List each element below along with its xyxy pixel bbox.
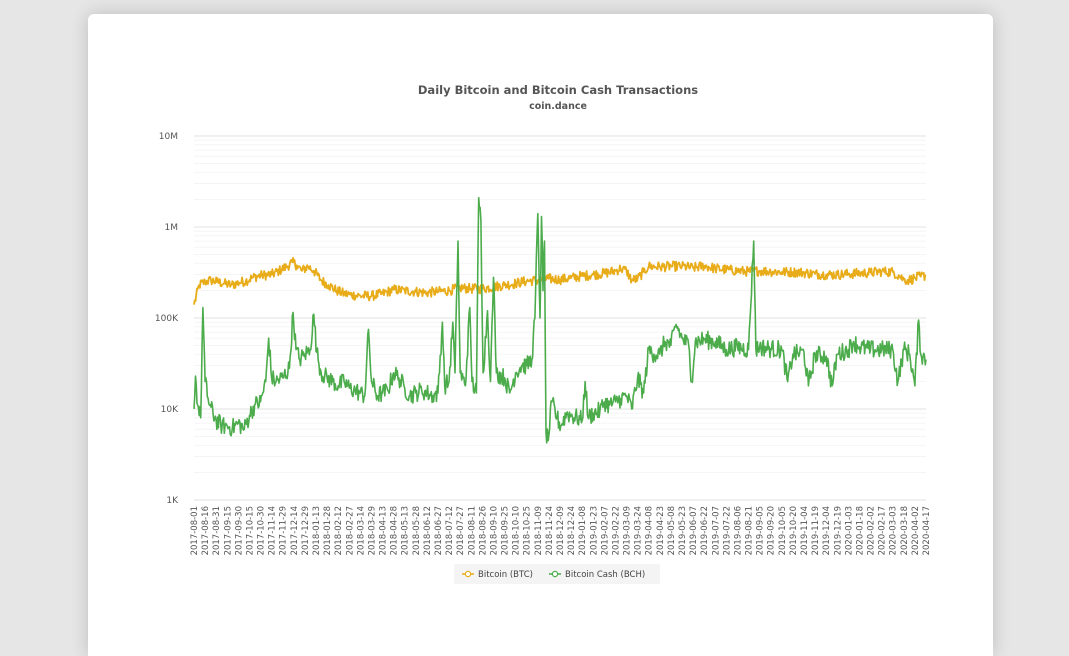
legend-item-bch[interactable]: Bitcoin Cash (BCH) (549, 570, 645, 580)
x-tick-label: 2020-03-03 (889, 506, 899, 555)
x-tick-label: 2019-11-19 (811, 506, 821, 555)
x-tick-label: 2019-04-08 (645, 506, 655, 555)
x-tick-label: 2018-06-27 (434, 506, 444, 555)
x-tick-label: 2019-03-24 (634, 506, 644, 555)
x-tick-label: 2017-12-29 (301, 506, 311, 555)
x-tick-label: 2018-12-09 (556, 506, 566, 555)
x-tick-label: 2019-06-07 (689, 506, 699, 555)
x-tick-label: 2020-02-02 (867, 506, 877, 555)
y-tick-label: 10K (161, 405, 179, 415)
x-tick-label: 2019-09-05 (756, 506, 766, 555)
x-axis: 2017-08-01 2017-08-16 2017-08-31 2017-09-15… (190, 506, 932, 555)
x-tick-label: 2017-09-30 (234, 506, 244, 555)
x-tick-label: 2017-08-31 (212, 506, 222, 555)
legend-bch-marker (551, 570, 559, 578)
series-lines (193, 196, 927, 444)
x-tick-label: 2019-04-23 (656, 506, 666, 555)
x-tick-label: 2018-01-28 (323, 506, 333, 555)
x-tick-label: 2018-08-11 (467, 506, 477, 555)
x-tick-label: 2018-04-28 (390, 506, 400, 555)
x-tick-label: 2019-10-05 (778, 506, 788, 555)
x-tick-label: 2017-08-01 (190, 506, 200, 555)
x-tick-label: 2019-06-22 (700, 506, 710, 555)
x-tick-label: 2018-06-12 (423, 506, 433, 555)
x-tick-label: 2020-01-03 (844, 506, 854, 555)
x-tick-label: 2018-11-24 (545, 506, 555, 555)
legend-item-btc[interactable]: Bitcoin (BTC) (462, 570, 533, 580)
chart-title: Daily Bitcoin and Bitcoin Cash Transacti… (418, 83, 698, 97)
x-tick-label: 2018-09-10 (489, 506, 499, 555)
x-tick-label: 2019-11-04 (800, 506, 810, 555)
x-tick-label: 2019-01-23 (589, 506, 599, 555)
x-tick-label: 2020-01-18 (855, 506, 865, 555)
x-tick-label: 2019-02-22 (611, 506, 621, 555)
x-tick-label: 2018-03-29 (367, 506, 377, 555)
y-tick-label: 1K (166, 496, 179, 506)
x-tick-label: 2019-05-08 (667, 506, 677, 555)
legend: Bitcoin (BTC) Bitcoin Cash (BCH) (454, 564, 660, 584)
y-axis: 1K 10K 100K 1M 10M (155, 132, 179, 506)
x-tick-label: 2019-09-20 (767, 506, 777, 555)
x-tick-label: 2018-01-13 (312, 506, 322, 555)
x-tick-label: 2017-11-29 (279, 506, 289, 555)
x-tick-label: 2017-09-15 (223, 506, 233, 555)
x-tick-label: 2019-07-07 (711, 506, 721, 555)
x-tick-label: 2020-04-17 (922, 506, 932, 555)
bch-series-line (193, 196, 927, 444)
x-tick-label: 2018-08-26 (478, 506, 488, 555)
legend-btc-marker (464, 570, 472, 578)
transactions-chart: Daily Bitcoin and Bitcoin Cash Transacti… (155, 83, 932, 584)
x-tick-label: 2019-10-20 (789, 506, 799, 555)
x-tick-label: 2017-08-16 (201, 506, 211, 555)
x-tick-label: 2018-12-24 (567, 506, 577, 555)
x-tick-label: 2017-12-14 (290, 506, 300, 555)
x-tick-label: 2019-01-08 (578, 506, 588, 555)
x-tick-label: 2019-08-06 (733, 506, 743, 555)
x-tick-label: 2018-05-28 (412, 506, 422, 555)
x-tick-label: 2018-05-13 (401, 506, 411, 555)
x-tick-label: 2019-05-23 (678, 506, 688, 555)
x-tick-label: 2019-02-07 (600, 506, 610, 555)
y-tick-label: 1M (165, 223, 179, 233)
x-tick-label: 2019-03-09 (623, 506, 633, 555)
y-tick-label: 100K (155, 314, 179, 324)
x-tick-label: 2018-10-25 (523, 506, 533, 555)
legend-btc-label: Bitcoin (BTC) (478, 570, 533, 580)
x-tick-label: 2020-04-02 (911, 506, 921, 555)
legend-bch-label: Bitcoin Cash (BCH) (565, 570, 645, 580)
x-tick-label: 2018-03-14 (356, 506, 366, 555)
x-tick-label: 2018-02-27 (345, 506, 355, 555)
x-tick-label: 2018-07-12 (445, 506, 455, 555)
chart-subtitle: coin.dance (529, 101, 587, 112)
btc-series-line (193, 256, 927, 305)
x-tick-label: 2018-04-13 (379, 506, 389, 555)
x-tick-label: 2018-11-09 (534, 506, 544, 555)
x-tick-label: 2017-11-14 (268, 506, 278, 555)
x-tick-label: 2019-12-19 (833, 506, 843, 555)
grid (194, 135, 926, 501)
x-tick-label: 2020-03-18 (900, 506, 910, 555)
x-tick-label: 2018-07-27 (456, 506, 466, 555)
y-tick-label: 10M (159, 132, 178, 142)
x-tick-label: 2019-08-21 (745, 506, 755, 555)
x-tick-label: 2019-12-04 (822, 506, 832, 555)
x-tick-label: 2019-07-22 (722, 506, 732, 555)
x-tick-label: 2017-10-30 (257, 506, 267, 555)
x-tick-label: 2017-10-15 (245, 506, 255, 555)
x-tick-label: 2018-09-25 (501, 506, 511, 555)
x-tick-label: 2018-02-12 (334, 506, 344, 555)
x-tick-label: 2018-10-10 (512, 506, 522, 555)
x-tick-label: 2020-02-17 (878, 506, 888, 555)
chart-card: Daily Bitcoin and Bitcoin Cash Transacti… (88, 14, 993, 656)
